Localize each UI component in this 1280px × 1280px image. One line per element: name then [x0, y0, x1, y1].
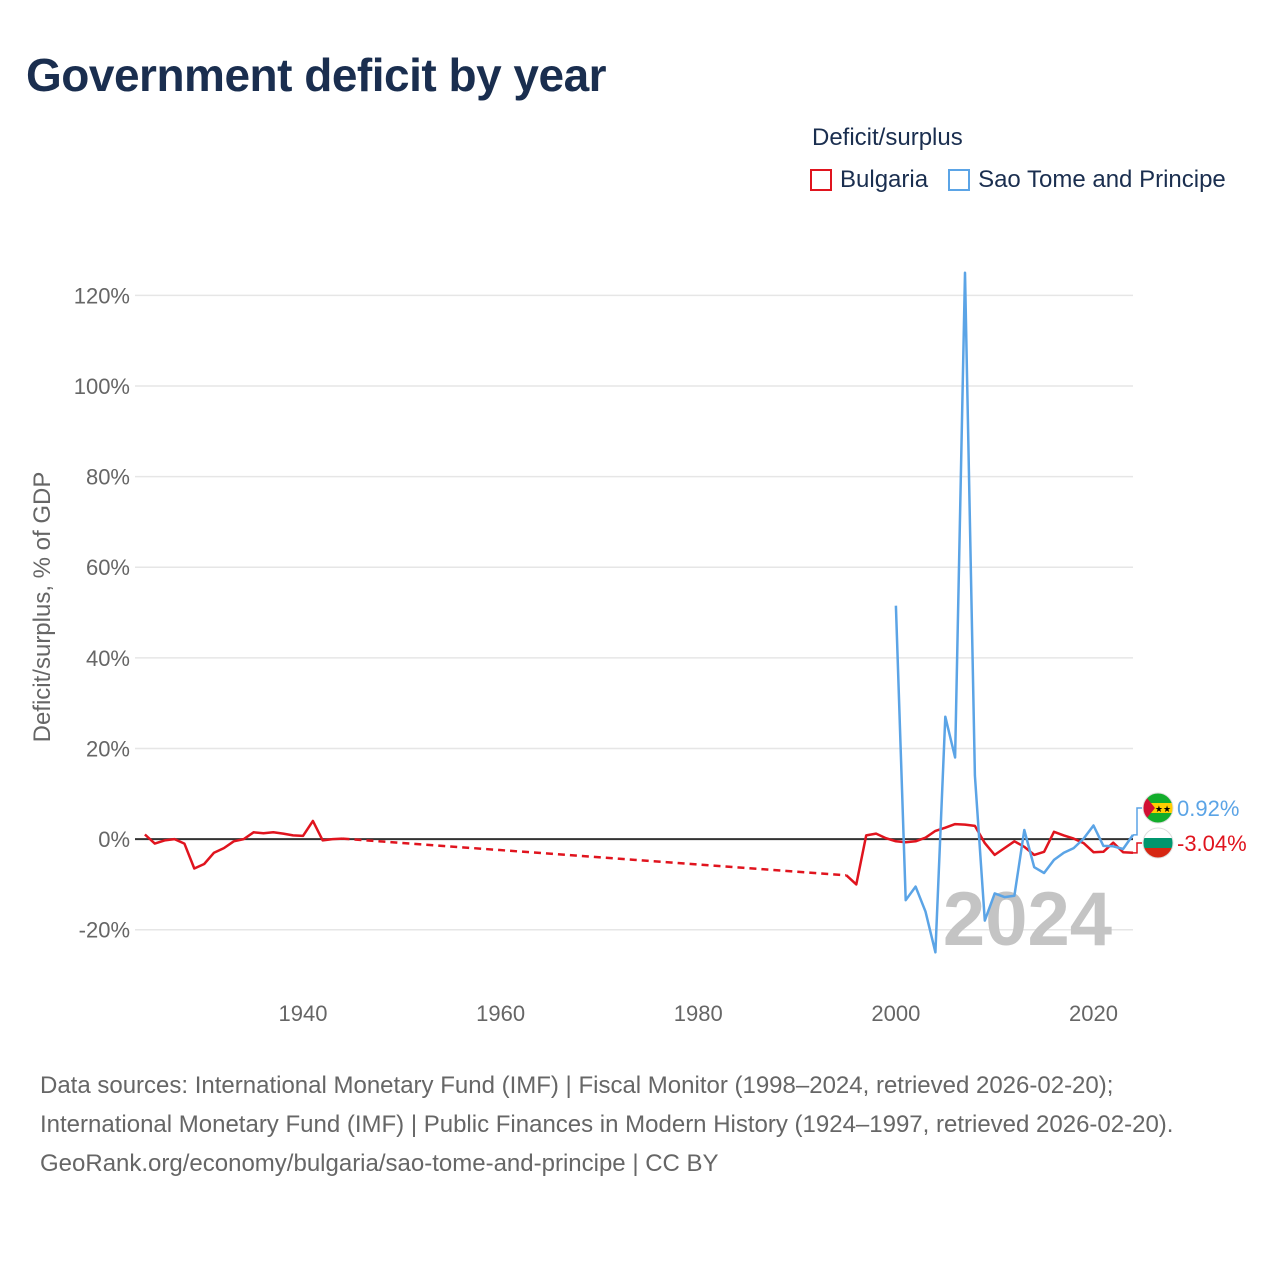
year-watermark: 2024	[943, 877, 1112, 962]
end-connector-sao-tome	[1133, 807, 1142, 836]
source-link[interactable]: GeoRank.org/economy/bulgaria/sao-tome-an…	[40, 1150, 719, 1177]
end-label-sao-tome: 0.92%	[1177, 796, 1239, 821]
flag-bulgaria-icon	[1142, 827, 1174, 859]
y-tick-label: 120%	[74, 283, 130, 308]
y-tick-label: 80%	[86, 465, 130, 490]
series-line-bulgaria-gap	[342, 837, 847, 877]
series-line-sao-tome	[894, 271, 1135, 954]
x-tick-label: 2020	[1069, 1001, 1118, 1026]
y-tick-label: 40%	[86, 646, 130, 671]
legend-item-sao-tome[interactable]: Sao Tome and Principe	[948, 166, 1226, 194]
series-line-bulgaria-early	[144, 819, 343, 870]
x-tick-label: 1940	[279, 1001, 328, 1026]
x-tick-label: 2000	[871, 1001, 920, 1026]
svg-text:★★: ★★	[1155, 804, 1171, 814]
source-footer: Data sources: International Monetary Fun…	[40, 1066, 1240, 1183]
y-axis-ticks: -20% 0% 20% 40% 60% 80% 100% 120%	[74, 283, 130, 942]
legend-title: Deficit/surplus	[812, 124, 963, 151]
y-tick-label: -20%	[79, 918, 130, 943]
chart-title: Government deficit by year	[26, 49, 607, 101]
legend-label-sao-tome: Sao Tome and Principe	[978, 166, 1226, 193]
legend-label-bulgaria: Bulgaria	[840, 166, 929, 193]
x-tick-label: 1980	[674, 1001, 723, 1026]
y-tick-label: 20%	[86, 736, 130, 761]
legend-swatch-bulgaria	[810, 169, 832, 191]
x-axis-ticks: 1940 1960 1980 2000 2020	[279, 1001, 1118, 1026]
legend-item-bulgaria[interactable]: Bulgaria	[810, 166, 928, 194]
series-lines	[144, 271, 1142, 954]
series-line-bulgaria-late	[845, 822, 1134, 886]
y-tick-label: 60%	[86, 555, 130, 580]
end-label-bulgaria: -3.04%	[1177, 831, 1247, 856]
source-text: Data sources: International Monetary Fun…	[40, 1072, 1174, 1138]
end-connector-bulgaria	[1133, 842, 1142, 854]
line-chart: -20% 0% 20% 40% 60% 80% 100% 120% 1940 1960 1980 2…	[29, 271, 1247, 1026]
flag-sao-tome-icon: ★★	[1142, 792, 1174, 824]
y-tick-label: 0%	[98, 827, 130, 852]
y-axis-label: Deficit/surplus, % of GDP	[29, 472, 56, 743]
x-tick-label: 1960	[476, 1001, 525, 1026]
legend: Bulgaria Sao Tome and Principe	[810, 166, 1246, 194]
y-tick-label: 100%	[74, 374, 130, 399]
legend-swatch-sao-tome	[948, 169, 971, 191]
